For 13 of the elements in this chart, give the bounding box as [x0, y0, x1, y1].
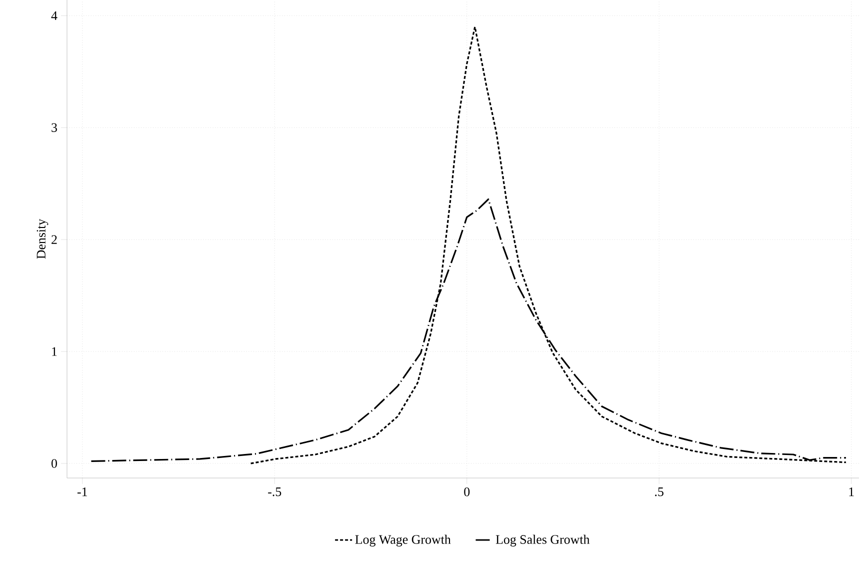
x-tick-label: -.5: [268, 488, 282, 496]
x-tick-label: .5: [655, 488, 664, 496]
x-tick-label: 0: [464, 488, 470, 496]
y-tick-label: 1: [52, 347, 57, 356]
x-tick-label: -1: [77, 488, 87, 496]
y-axis-title: Density: [36, 218, 48, 259]
x-tick-label: 1: [849, 488, 854, 496]
y-tick-label: 2: [52, 235, 57, 244]
legend-label: Log Wage Growth: [355, 534, 451, 547]
y-tick-label: 0: [52, 459, 57, 468]
legend-label: Log Sales Growth: [496, 534, 590, 547]
y-tick-label: 4: [51, 11, 58, 20]
y-tick-label: 3: [52, 123, 57, 132]
